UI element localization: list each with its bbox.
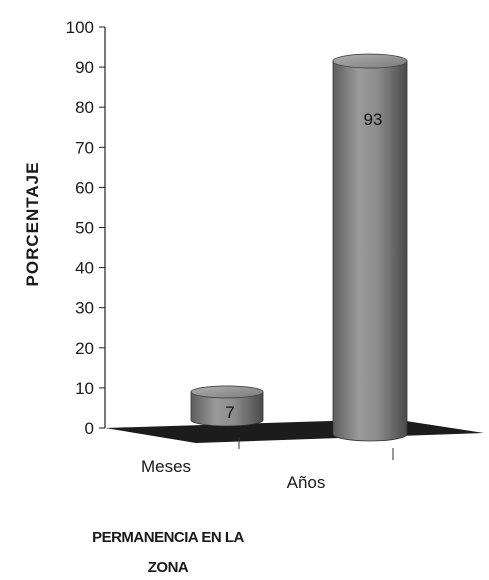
bar-top	[190, 385, 264, 399]
bar-meses: 7	[190, 385, 264, 427]
x-tick-label: Años	[287, 473, 326, 492]
y-tick-label: 30	[75, 299, 94, 318]
y-tick-label: 10	[75, 379, 94, 398]
y-tick-label: 50	[75, 219, 94, 238]
x-axis-title-line-2: ZONA	[148, 559, 189, 576]
bar-body	[332, 60, 408, 442]
bar-top	[332, 53, 408, 69]
bar-años: 93	[332, 53, 408, 442]
data-label: 93	[364, 110, 383, 129]
chart-floor	[105, 419, 484, 443]
x-tick-label: Meses	[141, 457, 191, 476]
y-tick-label: 80	[75, 98, 94, 117]
y-tick-label: 60	[75, 178, 94, 197]
bar-body	[190, 391, 264, 427]
y-tick-label: 70	[75, 138, 94, 157]
x-axis-title-line-1: PERMANENCIA EN LA	[92, 529, 244, 546]
data-label: 7	[225, 403, 234, 422]
y-tick-label: 100	[66, 18, 94, 37]
y-tick-label: 90	[75, 58, 94, 77]
y-tick-label: 0	[85, 419, 94, 438]
y-tick-label: 20	[75, 339, 94, 358]
y-tick-label: 40	[75, 259, 94, 278]
y-axis-title: PORCENTAJE	[23, 162, 42, 287]
